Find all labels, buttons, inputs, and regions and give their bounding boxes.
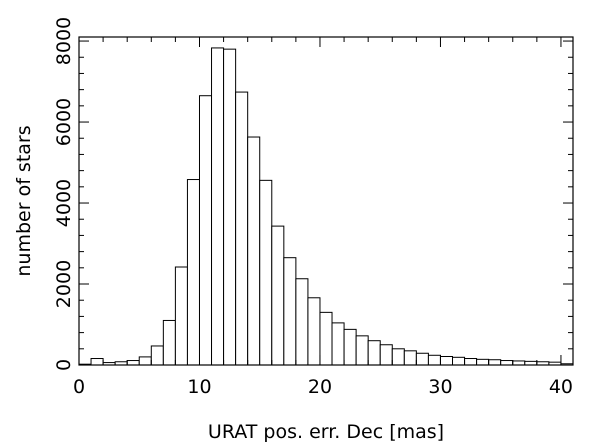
histogram-bar-4 xyxy=(126,360,140,366)
plot-frame xyxy=(78,36,574,366)
x-tick-label-10: 10 xyxy=(187,376,211,398)
x-tick-label-20: 20 xyxy=(308,376,332,398)
histogram-bar-35 xyxy=(500,360,514,366)
histogram-bar-5 xyxy=(138,356,152,366)
histogram-bar-19 xyxy=(307,297,321,366)
histogram-bar-16 xyxy=(271,225,285,366)
histogram-bar-31 xyxy=(452,356,466,366)
histogram-bar-32 xyxy=(464,358,478,366)
x-tick-label-0: 0 xyxy=(73,376,85,398)
histogram-bar-27 xyxy=(403,350,417,366)
histogram-bar-23 xyxy=(355,335,369,366)
histogram-bar-22 xyxy=(343,328,357,366)
histogram-bar-20 xyxy=(319,311,333,366)
x-axis-label: URAT pos. err. Dec [mas] xyxy=(208,421,444,443)
histogram-bar-26 xyxy=(391,348,405,366)
histogram-bar-9 xyxy=(186,179,200,366)
histogram-bar-28 xyxy=(415,352,429,366)
x-tick-label-40: 40 xyxy=(549,376,573,398)
histogram-bar-15 xyxy=(259,179,273,366)
y-tick-labels: 0 2000 4000 6000 8000 xyxy=(53,17,75,371)
histogram-bar-18 xyxy=(295,278,309,366)
histogram-bar-7 xyxy=(162,319,176,366)
histogram-bar-36 xyxy=(512,360,526,366)
histogram-bar-17 xyxy=(283,257,297,366)
histogram-bar-1 xyxy=(90,358,104,366)
histogram-bar-6 xyxy=(150,345,164,366)
histogram-bar-11 xyxy=(211,47,225,366)
histogram-bar-10 xyxy=(198,95,213,366)
y-tick-label-0: 0 xyxy=(53,359,75,371)
y-axis-label: number of stars xyxy=(13,125,35,276)
histogram-bar-13 xyxy=(235,91,249,366)
y-tick-label-6000: 6000 xyxy=(53,98,75,146)
histogram-bar-14 xyxy=(247,136,261,366)
y-tick-label-4000: 4000 xyxy=(53,179,75,227)
x-tick-label-30: 30 xyxy=(428,376,452,398)
histogram-bar-34 xyxy=(488,359,502,366)
histogram-bar-29 xyxy=(427,354,441,366)
x-tick-labels: 0 10 20 30 40 xyxy=(73,376,573,398)
histogram-bar-8 xyxy=(174,266,188,366)
y-tick-label-8000: 8000 xyxy=(53,17,75,65)
histogram-bar-21 xyxy=(331,322,345,366)
histogram-bar-30 xyxy=(439,355,454,366)
histogram-bar-24 xyxy=(367,340,381,366)
histogram-bar-25 xyxy=(379,344,393,366)
tick-marks xyxy=(78,37,573,366)
histogram-bar-33 xyxy=(476,358,490,366)
y-tick-label-2000: 2000 xyxy=(53,260,75,308)
bar-group xyxy=(78,47,574,366)
histogram-bar-12 xyxy=(223,48,237,366)
